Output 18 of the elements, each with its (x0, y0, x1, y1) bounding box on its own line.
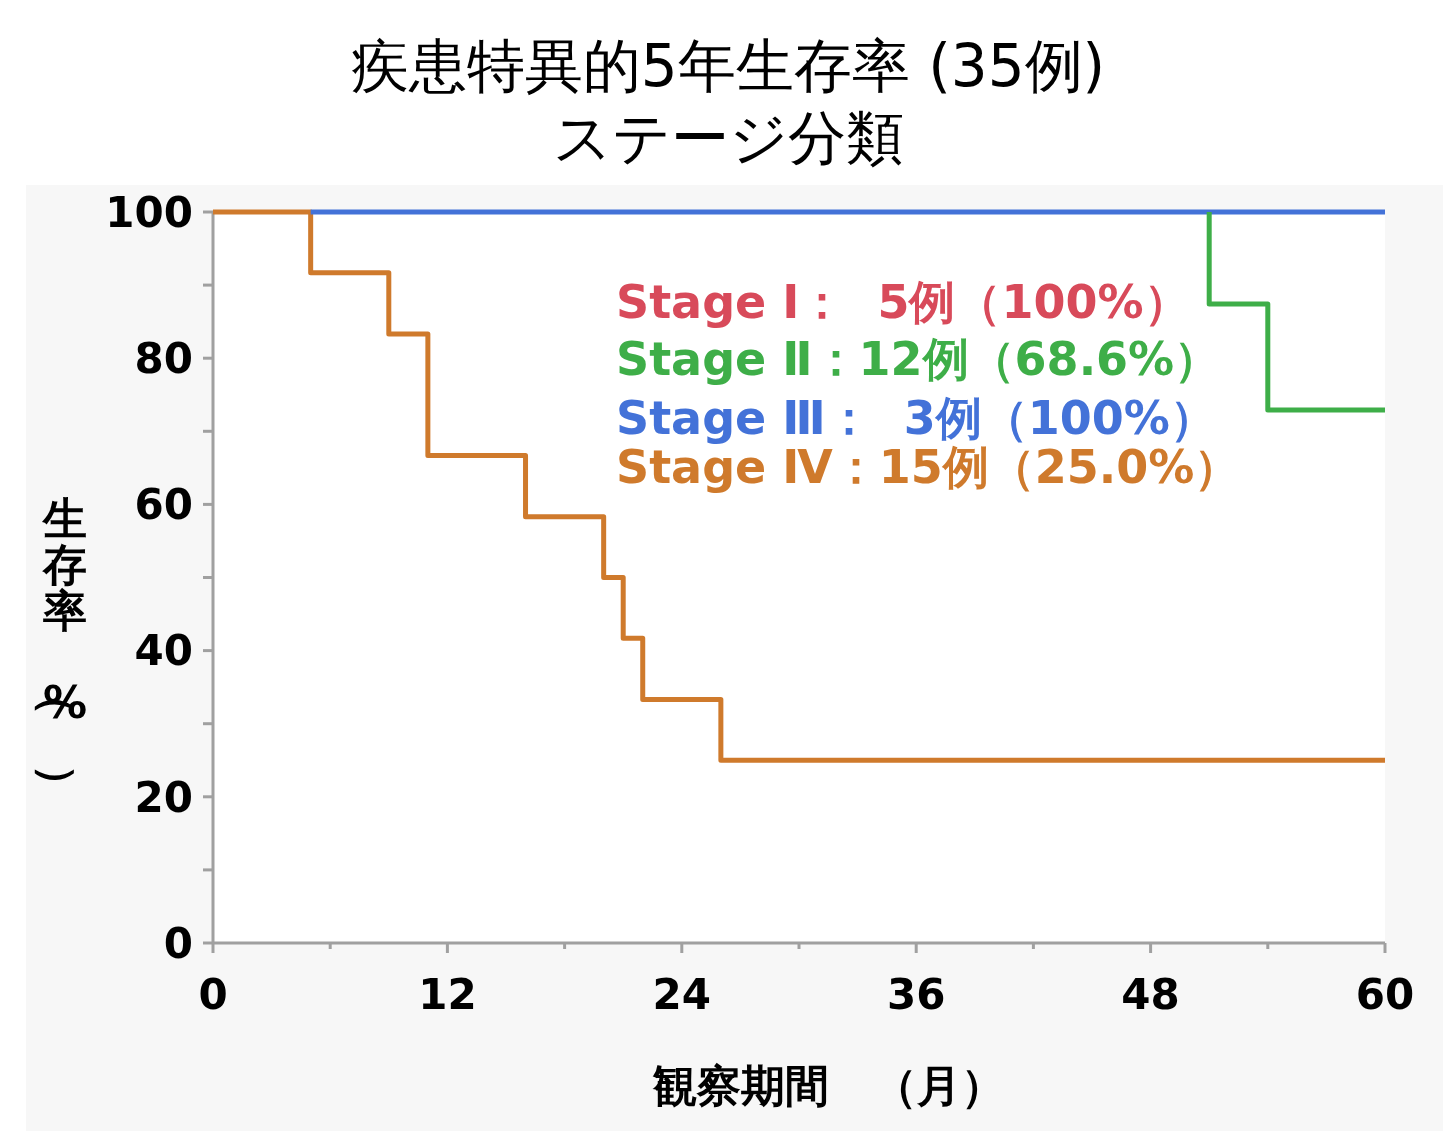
series-label: Stage Ⅱ：12例（68.6%） (616, 332, 1221, 386)
x-tick-label: 36 (886, 970, 946, 1019)
y-tick-label: 0 (163, 918, 193, 968)
x-tick-label: 48 (1121, 970, 1180, 1019)
y-tick-label: 60 (134, 480, 193, 530)
y-tick-label: 80 (134, 333, 193, 383)
x-tick-label: 0 (198, 970, 228, 1019)
x-tick-label: 12 (418, 970, 477, 1019)
x-tick-label: 24 (652, 970, 712, 1019)
y-tick-label: 20 (134, 772, 193, 822)
chart-subtitle: ステージ分類 (552, 104, 904, 172)
y-tick-label: 40 (134, 626, 193, 676)
text: Stage Ⅲ： 3例（100%） (616, 391, 1216, 445)
y-tick-label: 100 (105, 187, 193, 237)
x-tick-label: 60 (1355, 970, 1415, 1019)
legend-label: Stage Ⅰ： 5例（100%） (616, 275, 1190, 329)
x-axis-title: 観察期間 （月） (652, 1060, 1005, 1111)
chart-title: 疾患特異的5年生存率 (35例) (350, 32, 1106, 100)
